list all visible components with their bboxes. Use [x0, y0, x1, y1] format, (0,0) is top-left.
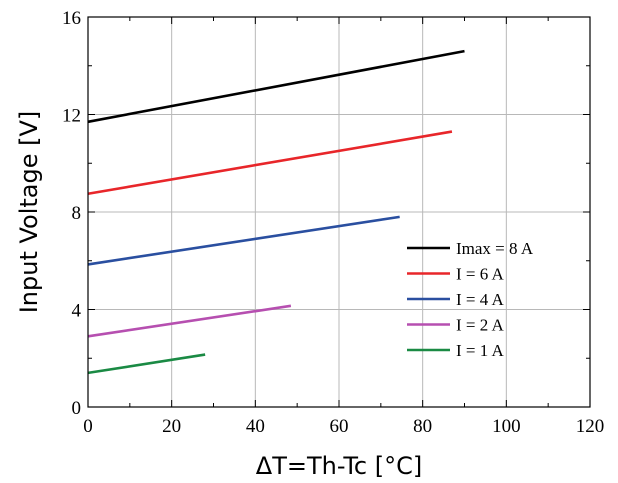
x-tick-label: 60 — [330, 416, 349, 437]
y-tick-label: 4 — [72, 301, 82, 322]
legend-label: I = 6 A — [456, 265, 505, 284]
series-line — [87, 304, 292, 338]
series-line — [87, 215, 400, 266]
x-tick-label: 40 — [246, 416, 265, 437]
x-axis-title: ΔT=Th-Tc [°C] — [256, 452, 422, 480]
y-tick-label: 0 — [72, 398, 82, 419]
legend-label: I = 4 A — [456, 290, 505, 309]
x-tick-label: 0 — [83, 416, 93, 437]
axis-ticks — [87, 16, 591, 408]
legend-label: I = 1 A — [456, 341, 505, 360]
series-line — [87, 49, 465, 124]
series-line — [87, 130, 453, 196]
grid — [88, 17, 590, 407]
series-lines — [87, 49, 465, 375]
series-line — [87, 353, 206, 375]
x-tick-label: 80 — [413, 416, 432, 437]
y-tick-label: 8 — [72, 203, 82, 224]
legend-label: I = 2 A — [456, 316, 505, 335]
y-tick-label: 16 — [62, 8, 81, 29]
y-tick-label: 12 — [62, 106, 81, 127]
x-tick-label: 120 — [576, 416, 605, 437]
y-axis-title: Input Voltage [V] — [15, 111, 43, 314]
y-tick-labels: 0 4 8 12 16 — [62, 8, 82, 419]
x-tick-label: 100 — [492, 416, 521, 437]
legend: Imax = 8 A I = 6 A I = 4 A I = 2 A I = 1 A — [407, 239, 534, 360]
x-tick-label: 20 — [162, 416, 181, 437]
x-tick-labels: 0 20 40 60 80 100 120 — [83, 416, 604, 437]
legend-label: Imax = 8 A — [456, 239, 534, 258]
